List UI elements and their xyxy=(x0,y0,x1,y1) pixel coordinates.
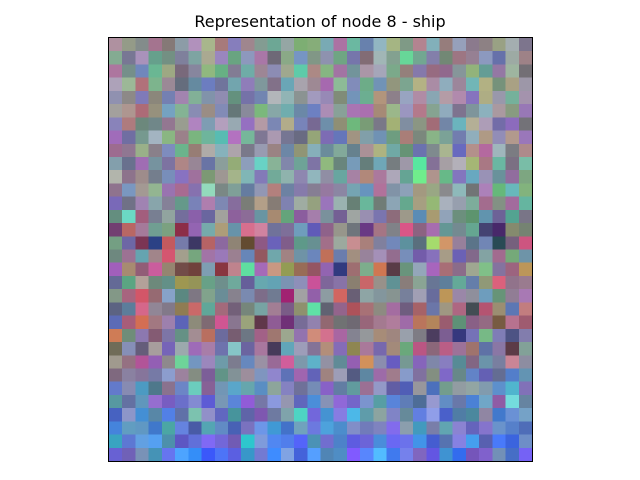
pixel-image xyxy=(109,38,532,461)
figure-title: Representation of node 8 - ship xyxy=(194,12,446,31)
